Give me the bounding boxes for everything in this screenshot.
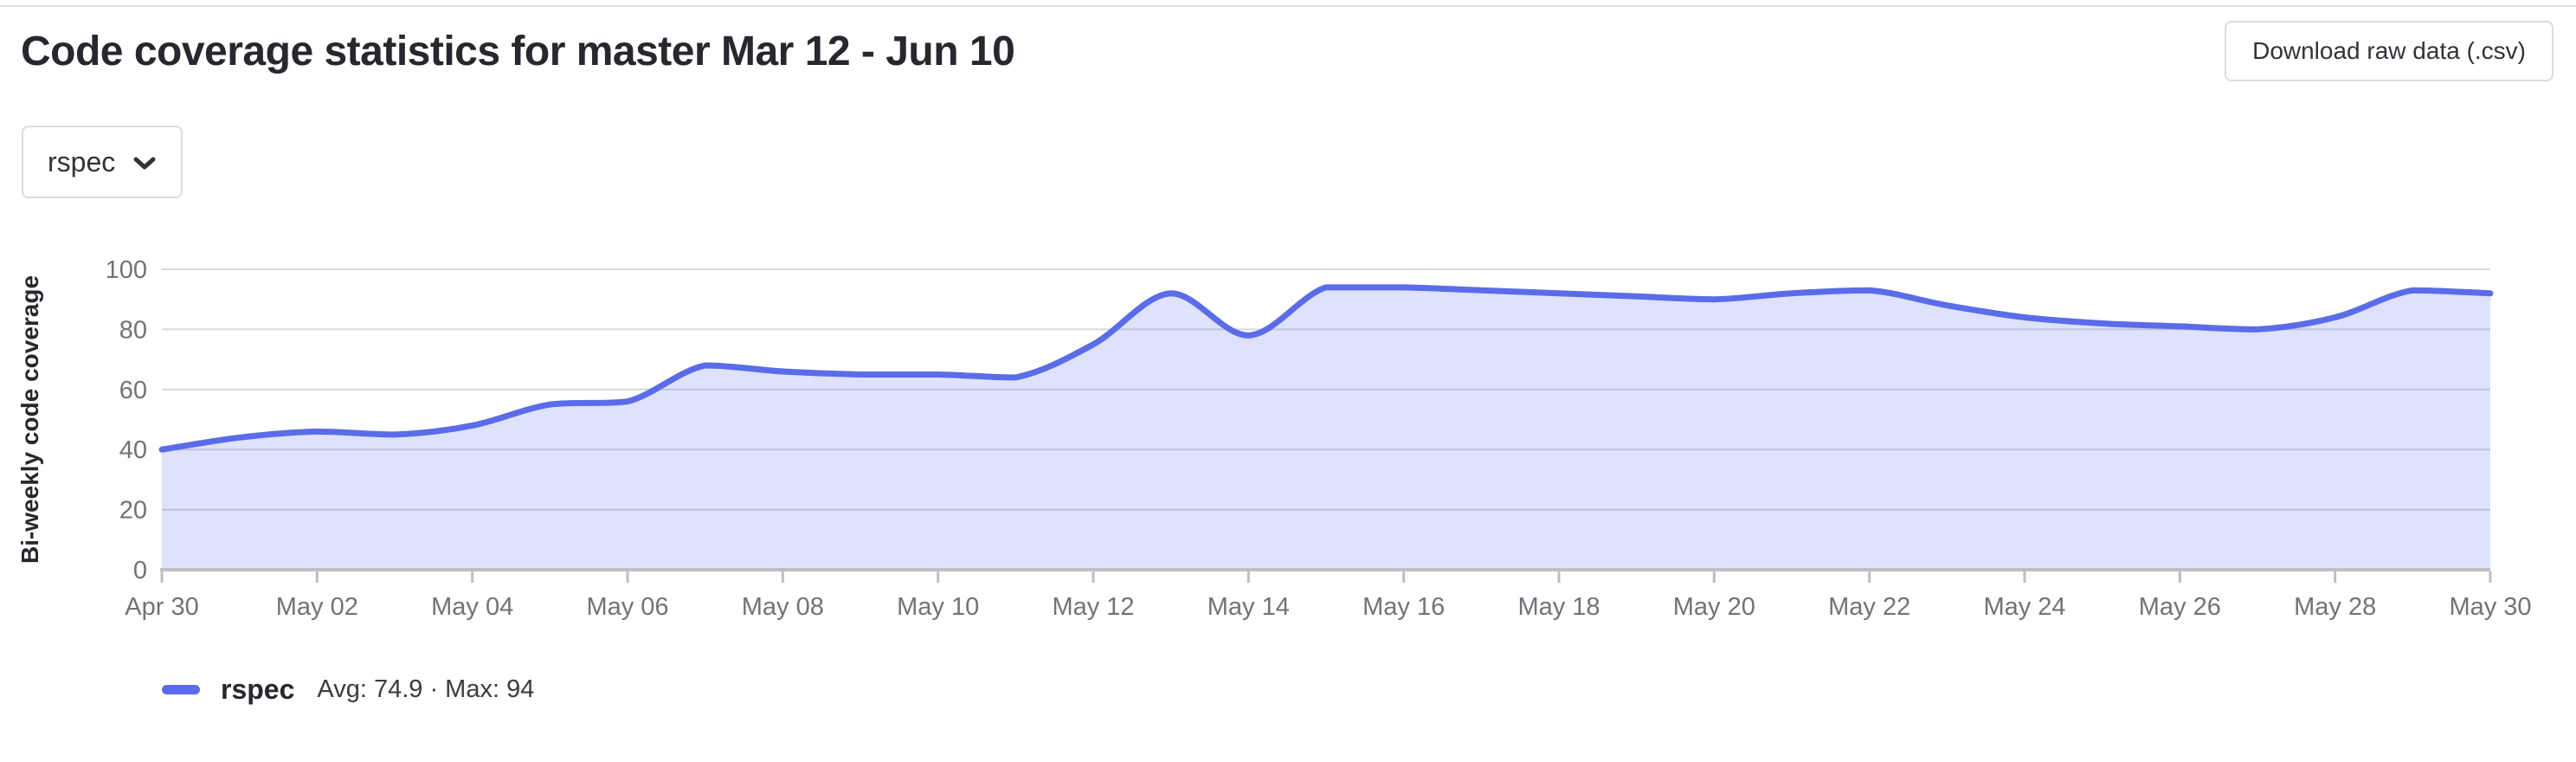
svg-text:60: 60 [119, 377, 147, 404]
svg-text:May 22: May 22 [1828, 593, 1910, 621]
svg-text:80: 80 [119, 316, 147, 344]
x-axis-ticks [160, 572, 2492, 583]
svg-text:May 06: May 06 [586, 593, 668, 621]
svg-text:May 28: May 28 [2294, 593, 2376, 621]
svg-text:May 04: May 04 [431, 593, 513, 621]
legend-series-stats: Avg: 74.9 · Max: 94 [317, 675, 535, 703]
svg-text:May 24: May 24 [1983, 593, 2065, 621]
y-axis-title: Bi-weekly code coverage [16, 275, 43, 564]
page-title: Code coverage statistics for master Mar … [21, 29, 1015, 74]
svg-text:May 16: May 16 [1362, 593, 1445, 621]
filter-row: rspec [22, 126, 184, 198]
job-filter-dropdown[interactable]: rspec [22, 126, 184, 198]
svg-text:May 10: May 10 [897, 593, 979, 621]
y-axis-labels: 0 20 40 60 80 100 [106, 256, 147, 584]
svg-text:May 12: May 12 [1052, 593, 1134, 621]
header: Code coverage statistics for master Mar … [21, 21, 2553, 81]
x-axis-labels: Apr 30 May 02 May 04 May 06 May 08 May 10 May … [125, 593, 2531, 621]
job-filter-selected-value: rspec [48, 145, 116, 178]
chart-legend-entry-rspec[interactable]: rspec Avg: 74.9 · Max: 94 [162, 674, 534, 706]
svg-text:May 02: May 02 [276, 593, 358, 621]
svg-text:May 30: May 30 [2449, 593, 2531, 621]
page-top-divider [0, 5, 2576, 7]
chevron-down-icon [132, 156, 157, 171]
svg-text:May 08: May 08 [742, 593, 824, 621]
area-fill [162, 287, 2490, 570]
svg-text:May 20: May 20 [1673, 593, 1755, 621]
legend-swatch-rspec [162, 685, 200, 694]
svg-text:May 14: May 14 [1208, 593, 1290, 621]
svg-text:20: 20 [119, 497, 147, 525]
svg-text:40: 40 [119, 436, 147, 464]
svg-text:0: 0 [133, 557, 147, 584]
download-csv-button[interactable]: Download raw data (.csv) [2225, 21, 2553, 81]
coverage-chart: Apr 30 May 02 May 04 May 06 May 08 May 10 May … [0, 242, 2576, 658]
svg-text:May 18: May 18 [1517, 593, 1600, 621]
legend-series-name: rspec [221, 674, 295, 705]
series-line-rspec[interactable] [158, 284, 2494, 453]
coverage-area-chart[interactable]: Apr 30 May 02 May 04 May 06 May 08 May 10 May … [0, 242, 2576, 658]
svg-text:Apr 30: Apr 30 [125, 593, 198, 621]
svg-text:May 26: May 26 [2139, 593, 2221, 621]
grid-lines [162, 268, 2490, 511]
svg-text:100: 100 [106, 256, 147, 284]
